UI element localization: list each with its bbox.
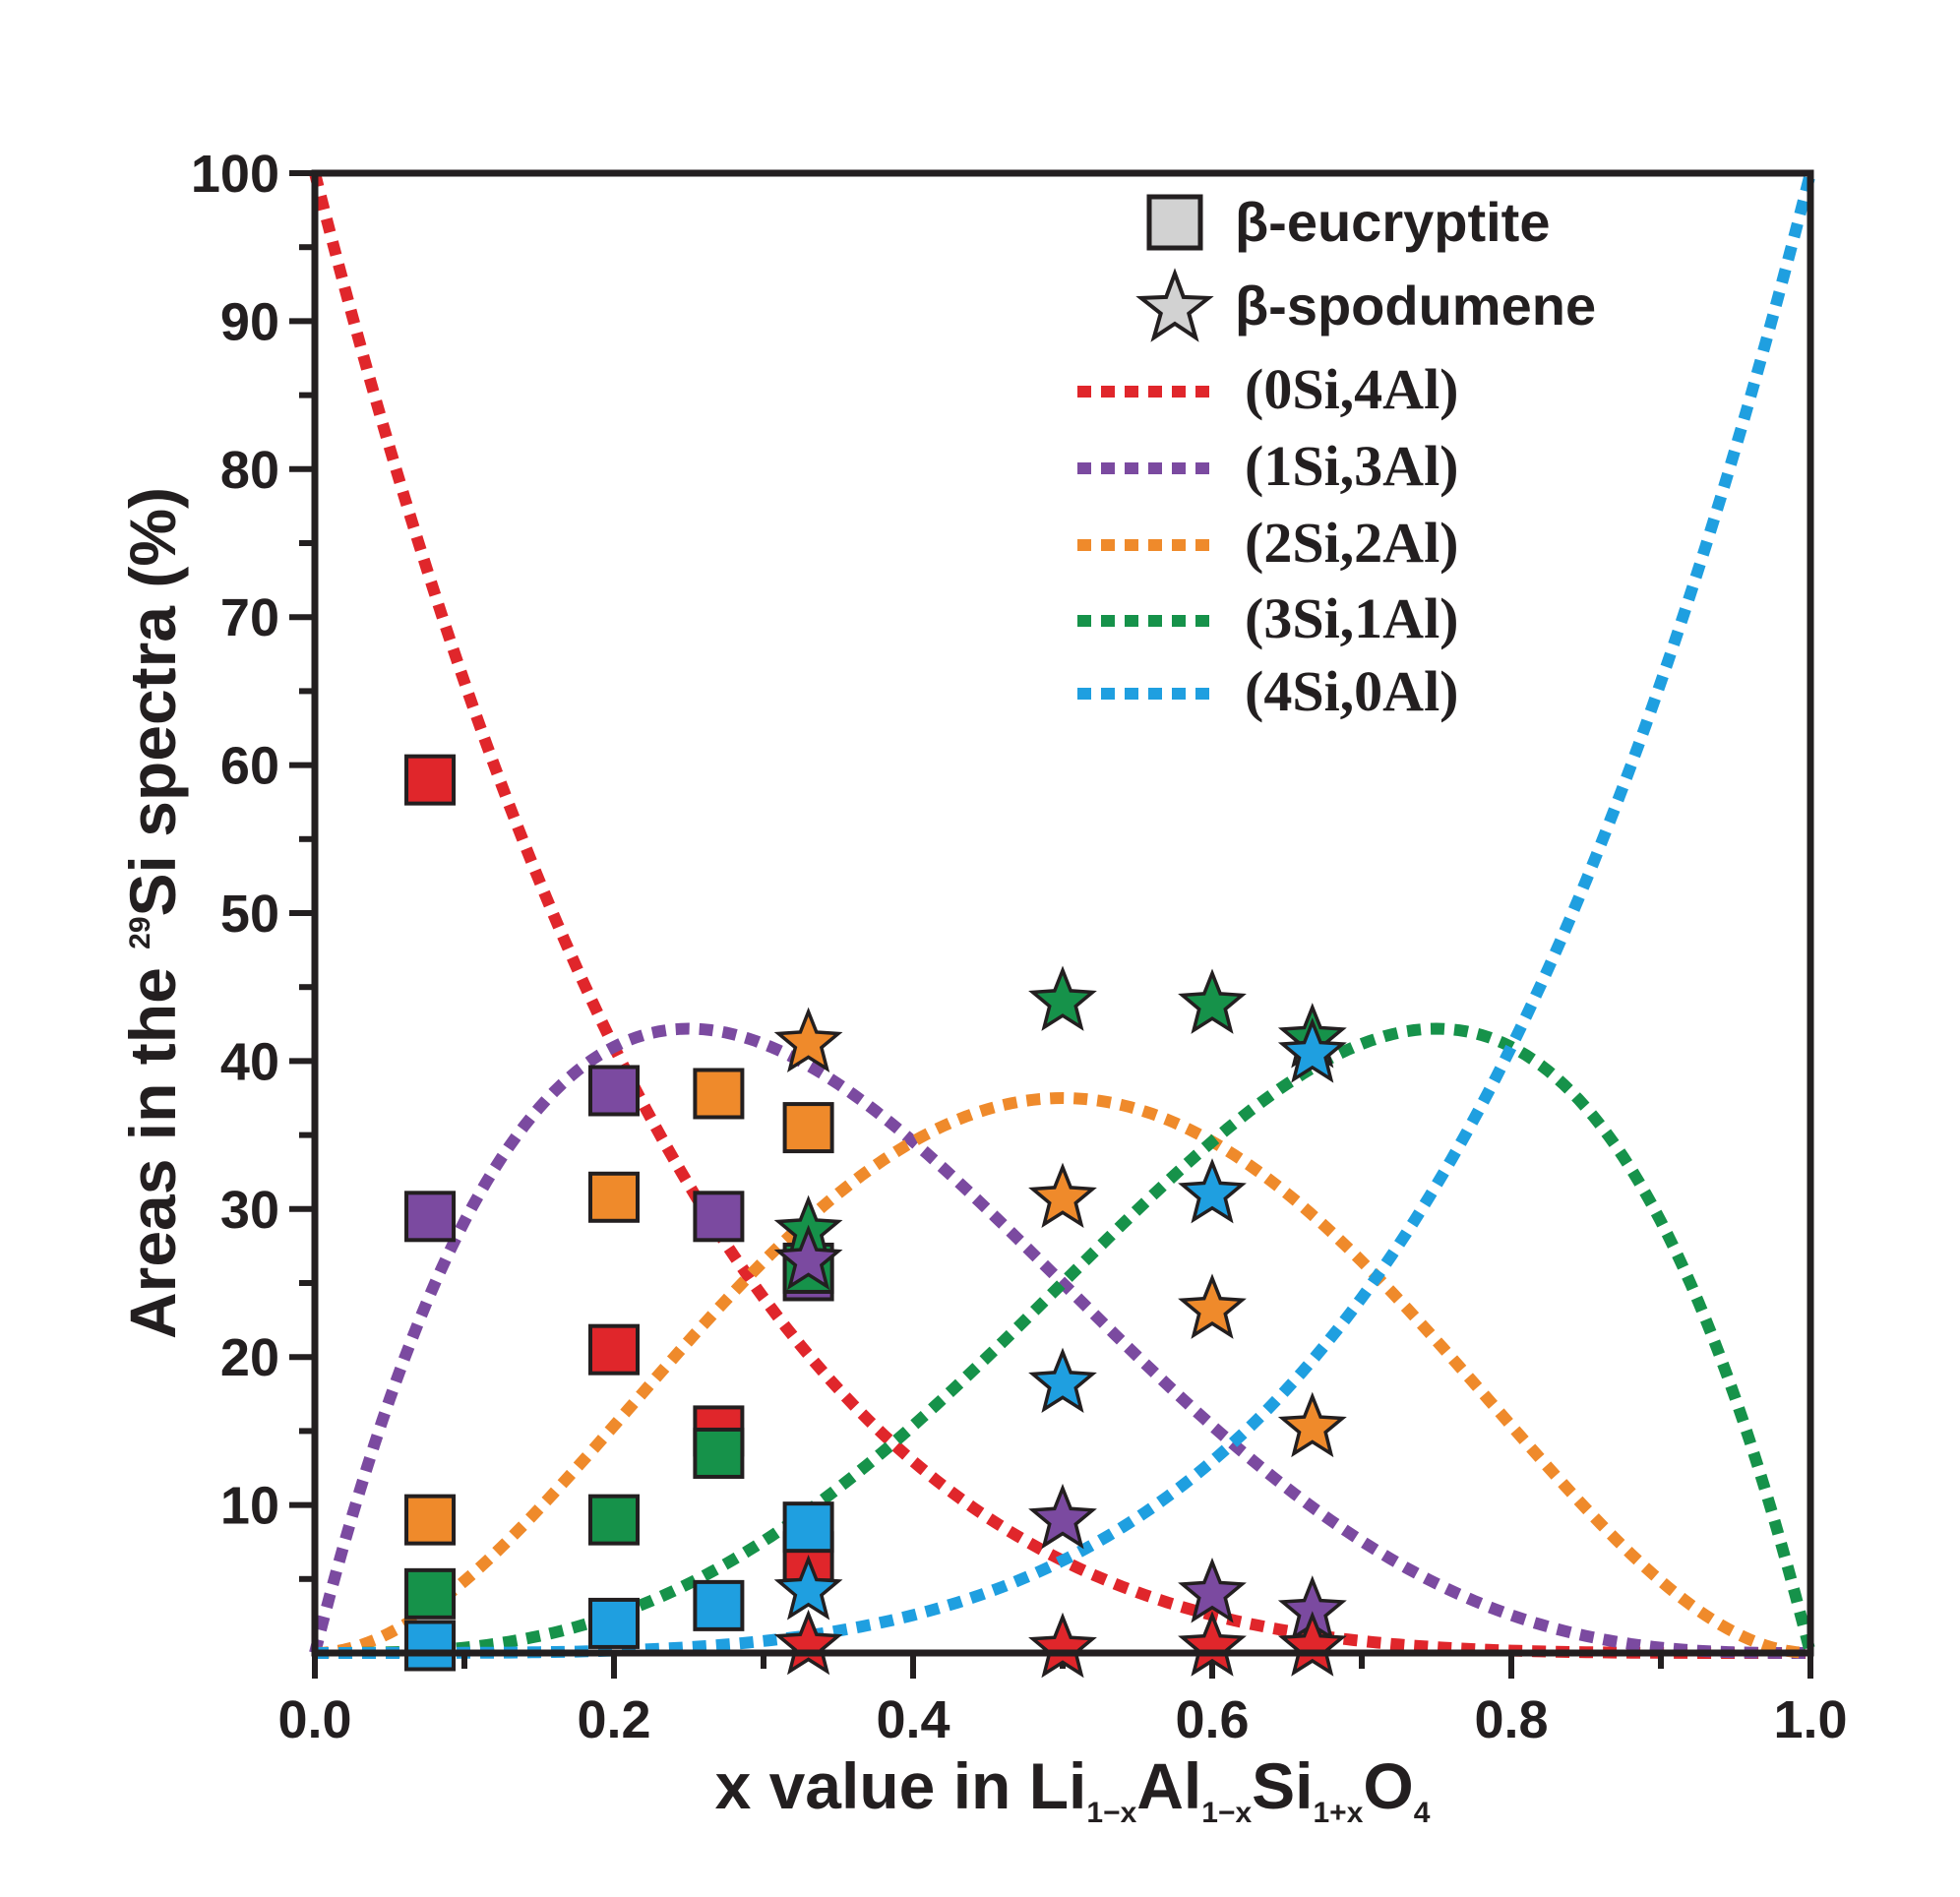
plot-frame — [311, 169, 1814, 1657]
spodumene-point — [1028, 1483, 1097, 1550]
x-tick-label: 0.8 — [1474, 1690, 1548, 1749]
y-tick-label: 20 — [220, 1328, 279, 1387]
x-title-li-sub: 1−x — [1086, 1797, 1136, 1829]
x-tick-label: 0.4 — [876, 1690, 949, 1749]
x-axis-title: x value in Li1−xAl1−xSi1+xO4 — [715, 1749, 1431, 1829]
x-axis: 0.0 0.2 0.4 0.6 0.8 1.0 — [277, 1653, 1848, 1749]
spodumene-point — [1028, 1162, 1097, 1229]
curve-2si2al — [314, 1091, 1811, 1659]
legend-label-2si2al: (2Si,2Al) — [1245, 511, 1459, 575]
x-title-li: Li — [1029, 1749, 1087, 1822]
x-tick-label: 0.0 — [277, 1690, 351, 1749]
x-title-al: Al — [1136, 1749, 1201, 1822]
x-title-al-sub: 1−x — [1201, 1797, 1252, 1829]
spodumene-point — [773, 1555, 843, 1621]
spodumene-point — [1277, 1391, 1347, 1458]
y-tick-label: 90 — [220, 292, 279, 351]
legend-label-spodumene: β-spodumene — [1235, 275, 1596, 337]
spodumene-point — [773, 1609, 843, 1676]
eucryptite-point — [588, 1597, 640, 1649]
y-tick-label: 60 — [220, 737, 279, 796]
spodumene-point — [1178, 968, 1247, 1034]
y-tick-label: 100 — [191, 145, 279, 204]
eucryptite-point — [404, 1567, 457, 1620]
y-tick-label: 80 — [220, 441, 279, 500]
y-axis-title-sup: 29 — [124, 916, 156, 948]
y-tick-label: 40 — [220, 1032, 279, 1091]
spodumene-point — [1178, 1611, 1247, 1677]
spodumene-point — [773, 1224, 843, 1291]
binomial-curves — [309, 171, 1816, 1659]
spodumene-point — [1028, 1612, 1097, 1679]
x-tick-label: 0.6 — [1175, 1690, 1249, 1749]
y-axis-title-prefix: Areas in the — [116, 949, 189, 1339]
legend-label-3si1al: (3Si,1Al) — [1245, 586, 1459, 650]
y-axis-title-suffix: Si spectra (%) — [116, 487, 189, 916]
x-tick-label: 1.0 — [1773, 1690, 1847, 1749]
eucryptite-point — [782, 1501, 834, 1554]
spodumene-point — [773, 1007, 843, 1073]
curve-1si3al — [309, 1022, 1810, 1659]
legend-label-0si4al: (0Si,4Al) — [1245, 357, 1459, 421]
x-title-o: O — [1363, 1749, 1413, 1822]
spodumene-point — [1028, 1347, 1097, 1414]
spodumene-point — [1178, 1273, 1247, 1339]
eucryptite-point — [404, 1620, 457, 1672]
eucryptite-point — [693, 1191, 745, 1243]
eucryptite-point — [588, 1065, 640, 1117]
legend-star-icon — [1135, 268, 1214, 342]
eucryptite-point — [588, 1494, 640, 1546]
y-axis-title: Areas in the 29Si spectra (%) — [116, 487, 189, 1339]
curve-4si0al — [315, 171, 1816, 1659]
y-tick-label: 70 — [220, 588, 279, 647]
eucryptite-point — [693, 1068, 745, 1120]
legend-label-4si0al: (4Si,0Al) — [1245, 659, 1459, 723]
legend: β-eucryptite β-spodumene (0Si,4Al) (1Si,… — [1077, 191, 1596, 723]
curve-3si1al — [315, 1022, 1816, 1659]
y-tick-label: 10 — [220, 1477, 279, 1536]
data-points — [404, 754, 1347, 1679]
eucryptite-point — [693, 1579, 745, 1631]
x-tick-label: 0.2 — [577, 1690, 650, 1749]
spodumene-point — [1178, 1558, 1247, 1623]
spodumene-point — [1178, 1158, 1247, 1224]
eucryptite-point — [782, 1102, 834, 1154]
eucryptite-point — [404, 1494, 457, 1546]
x-title-si-sub: 1+x — [1314, 1797, 1364, 1829]
x-title-si: Si — [1252, 1749, 1313, 1822]
y-tick-label: 30 — [220, 1181, 279, 1240]
eucryptite-point — [404, 1191, 457, 1243]
eucryptite-point — [588, 1323, 640, 1376]
y-axis: 10 20 30 40 50 60 70 80 90 100 — [191, 145, 315, 1582]
eucryptite-point — [693, 1427, 745, 1479]
spodumene-point — [1028, 965, 1097, 1031]
spodumene-point — [1277, 1017, 1347, 1083]
eucryptite-point — [588, 1171, 640, 1223]
spodumene-point — [1277, 1611, 1347, 1677]
legend-square-icon — [1146, 194, 1203, 251]
x-axis-title-prefix: x value in — [715, 1749, 1029, 1822]
legend-label-eucryptite: β-eucryptite — [1235, 191, 1550, 253]
curve-0si4al — [309, 171, 1810, 1659]
y-tick-label: 50 — [220, 885, 279, 944]
x-title-o-sub: 4 — [1414, 1797, 1431, 1829]
eucryptite-point — [404, 754, 457, 806]
legend-label-1si3al: (1Si,3Al) — [1245, 434, 1459, 498]
